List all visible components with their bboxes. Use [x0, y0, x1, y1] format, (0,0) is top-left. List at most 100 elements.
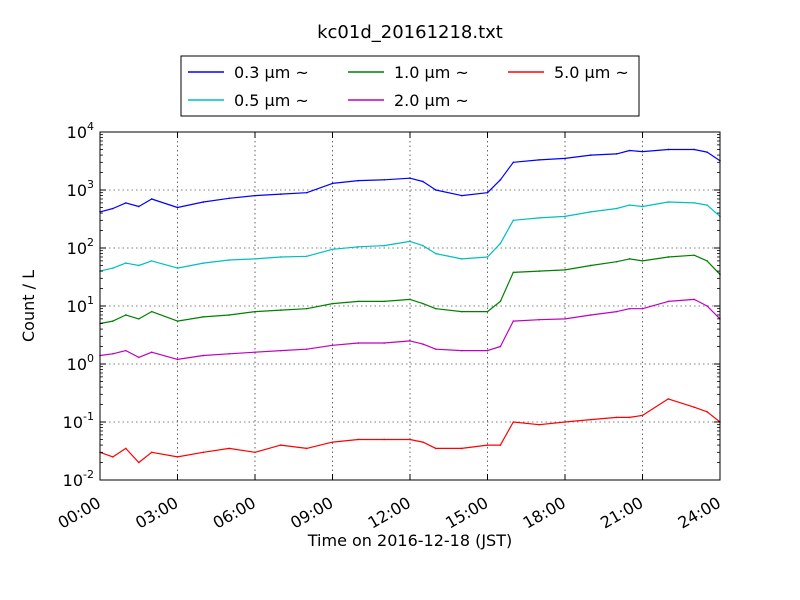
data-point	[112, 320, 114, 322]
data-point	[435, 189, 437, 191]
data-point	[564, 269, 566, 271]
data-point	[538, 423, 540, 426]
y-tick-label: 103	[67, 178, 94, 200]
data-point	[409, 240, 411, 243]
data-point	[590, 418, 592, 421]
data-point	[137, 205, 140, 208]
data-point	[383, 342, 385, 344]
data-point	[538, 270, 540, 272]
data-point	[693, 298, 695, 301]
data-point	[435, 252, 437, 255]
data-point	[590, 264, 592, 267]
data-point	[486, 349, 489, 352]
y-tick-base: 10	[67, 355, 87, 374]
y-tick-exponent: 0	[87, 352, 94, 365]
data-point	[202, 201, 205, 203]
data-point	[112, 456, 114, 458]
data-point	[641, 414, 644, 417]
data-point	[486, 310, 489, 313]
legend-label-0: 0.3 μm ~	[234, 63, 309, 82]
data-point	[486, 444, 489, 446]
data-point	[422, 441, 424, 443]
data-point	[667, 256, 670, 258]
data-point	[564, 421, 566, 423]
data-point	[331, 182, 334, 185]
data-point	[590, 211, 592, 213]
data-point	[176, 456, 179, 458]
data-point	[137, 356, 140, 359]
y-tick-base: 10	[67, 123, 87, 142]
y-tick-base: 10	[67, 181, 87, 200]
legend-label-1: 0.5 μm ~	[234, 91, 309, 110]
data-point	[409, 340, 411, 342]
data-point	[280, 349, 282, 352]
data-point	[641, 150, 644, 153]
data-point	[150, 310, 153, 313]
legend-label-2: 1.0 μm ~	[394, 63, 469, 82]
data-point	[125, 262, 127, 264]
data-point	[499, 300, 502, 303]
data-point	[486, 256, 489, 258]
data-point	[628, 204, 631, 206]
y-tick-exponent: 4	[87, 120, 94, 133]
y-tick-exponent: 1	[87, 294, 94, 307]
y-tick-base: 10	[67, 297, 87, 316]
data-point	[512, 219, 515, 222]
data-point	[460, 349, 463, 352]
data-point	[357, 300, 360, 303]
data-point	[538, 318, 540, 321]
data-point	[693, 406, 695, 408]
legend: 0.3 μm ~ 0.5 μm ~ 1.0 μm ~ 2.0 μm ~ 5.0 μm ~	[180, 55, 640, 117]
y-tick-base: 10	[63, 471, 83, 490]
data-point	[435, 307, 437, 310]
data-point	[112, 267, 114, 269]
y-tick-label: 102	[67, 236, 94, 258]
data-point	[125, 202, 127, 204]
data-point	[305, 447, 308, 450]
data-point	[357, 342, 360, 344]
data-point	[228, 197, 230, 200]
data-point	[280, 193, 282, 195]
data-point	[422, 244, 424, 247]
data-point	[125, 447, 127, 450]
data-point	[435, 447, 437, 450]
data-point	[150, 451, 153, 454]
series-layer	[99, 148, 721, 464]
data-point	[305, 191, 308, 194]
data-point	[422, 180, 424, 183]
data-point	[254, 351, 256, 353]
data-point	[486, 191, 489, 194]
data-point	[615, 260, 618, 263]
y-tick-exponent: 3	[87, 178, 94, 191]
data-point	[615, 207, 618, 210]
data-point	[538, 159, 540, 161]
data-point	[254, 451, 256, 454]
data-point	[628, 258, 631, 260]
y-tick-label: 10-1	[63, 410, 94, 432]
legend-label-4: 5.0 μm ~	[554, 63, 629, 82]
data-point	[693, 148, 695, 151]
data-point	[280, 256, 282, 258]
data-point	[564, 215, 566, 218]
data-point	[254, 310, 256, 313]
y-tick-exponent: -2	[83, 468, 94, 481]
data-point	[383, 244, 385, 247]
data-point	[667, 398, 670, 400]
data-point	[667, 148, 670, 151]
data-point	[228, 447, 230, 450]
data-point	[280, 444, 282, 446]
data-point	[409, 177, 411, 179]
x-axis-label: Time on 2016-12-18 (JST)	[307, 531, 512, 550]
data-point	[641, 205, 644, 208]
data-point	[590, 314, 592, 316]
y-tick-label: 10-2	[63, 468, 94, 490]
data-point	[512, 271, 515, 274]
data-point	[305, 255, 308, 258]
data-point	[615, 310, 618, 313]
data-point	[409, 438, 411, 441]
data-point	[706, 151, 708, 153]
data-point	[305, 307, 308, 310]
legend-frame	[180, 55, 640, 117]
